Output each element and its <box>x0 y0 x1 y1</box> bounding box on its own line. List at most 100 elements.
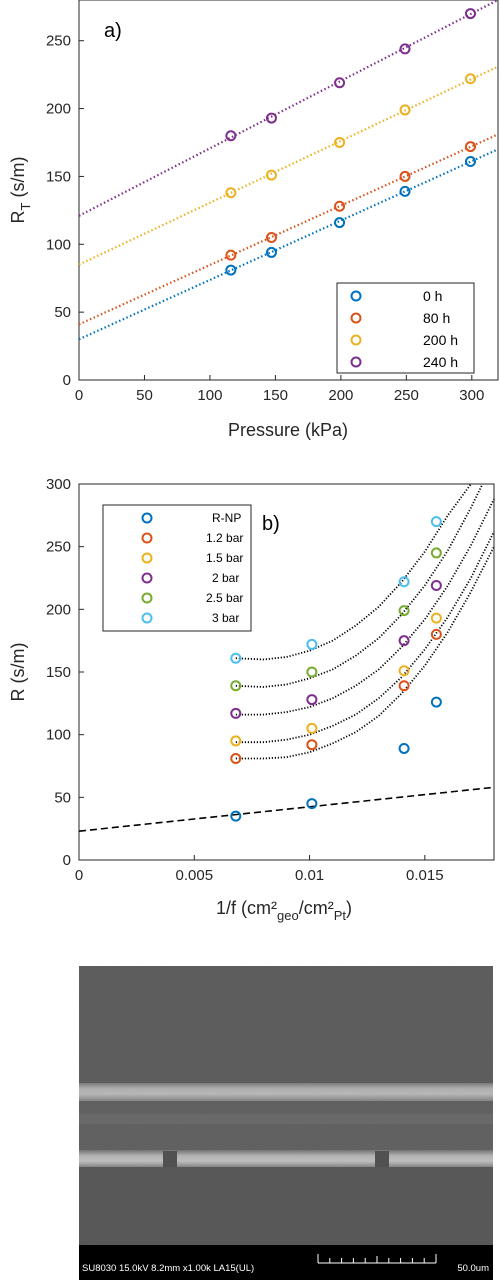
data-point <box>398 605 410 617</box>
data-point <box>265 112 277 124</box>
x-tick-label: 150 <box>263 387 288 404</box>
data-point <box>230 752 242 764</box>
chart-b-legend: R-NP 1.2 bar 1.5 bar 2 bar 2.5 bar 3 bar <box>102 504 252 632</box>
chart-a-legend: 0 h 80 h 200 h 240 h <box>336 282 475 374</box>
chart-b-panel-label: b) <box>262 513 280 535</box>
chart-b-axes: 0 0.005 0.01 0.015 0 50 100 150 200 250 300 <box>46 476 444 884</box>
legend-label-80h: 80 h <box>423 310 450 326</box>
data-point <box>225 130 237 142</box>
data-point <box>306 666 318 678</box>
y-tick-label: 150 <box>46 168 71 185</box>
x-tick-label: 250 <box>394 387 419 404</box>
x-tick-label: 0.005 <box>176 867 214 884</box>
legend-label-2-5-bar: 2.5 bar <box>206 591 243 605</box>
data-point <box>334 77 346 89</box>
data-point <box>399 104 411 116</box>
data-point <box>230 680 242 692</box>
data-point <box>265 246 277 258</box>
fit-curve-2 <box>235 498 495 716</box>
data-point <box>306 694 318 706</box>
data-point <box>465 73 477 85</box>
fit-line-2 <box>78 65 499 266</box>
data-point <box>334 200 346 212</box>
data-point <box>265 232 277 243</box>
chart-a-y-axis-label: RT (s/m) <box>8 157 33 224</box>
x-tick-label: 0 <box>75 387 83 404</box>
legend-marker-2-5-bar <box>141 592 153 604</box>
y-tick-label: 0 <box>63 852 71 869</box>
chart-b-x-label-mid: /cm² <box>299 898 334 918</box>
legend-marker-80h <box>350 312 362 324</box>
legend-label-1-2-bar: 1.2 bar <box>206 531 243 545</box>
data-point <box>465 156 477 167</box>
data-point <box>430 547 442 559</box>
chart-b-y-axis-label: R (s/m) <box>8 643 28 702</box>
fit-curve-0 <box>235 546 495 760</box>
x-tick-label: 200 <box>328 387 353 404</box>
data-point <box>430 628 442 640</box>
chart-a-y-label-sub: T <box>18 202 33 210</box>
y-tick-label: 0 <box>63 372 71 389</box>
data-point <box>398 576 410 588</box>
x-tick-label: 0.015 <box>406 867 444 884</box>
legend-label-r-np: R-NP <box>212 511 241 525</box>
data-point <box>306 798 318 810</box>
chart-a-x-axis-label: Pressure (kPa) <box>228 420 348 440</box>
y-tick-label: 150 <box>46 664 71 681</box>
legend-marker-2-bar <box>141 572 153 584</box>
data-point <box>265 169 277 181</box>
fit-line-1 <box>78 133 499 326</box>
x-tick-label: 300 <box>459 387 484 404</box>
data-point <box>430 696 442 708</box>
fit-curve-4 <box>235 483 472 661</box>
data-point <box>430 516 442 528</box>
y-tick-label: 300 <box>46 476 71 493</box>
sem-scale-label: 50.0um <box>457 1263 489 1274</box>
sem-scale-bar <box>317 1254 437 1264</box>
legend-marker-1-2-bar <box>141 532 153 544</box>
legend-label-200h: 200 h <box>423 332 458 348</box>
data-point <box>398 665 410 677</box>
data-point <box>230 810 242 822</box>
chart-b-x-label-sub2: Pt <box>334 908 347 923</box>
legend-marker-0h <box>350 290 362 302</box>
y-tick-label: 250 <box>46 539 71 556</box>
legend-marker-200h <box>350 334 362 346</box>
fit-curve-1 <box>235 531 495 744</box>
legend-label-0h: 0 h <box>423 288 442 304</box>
data-point <box>306 739 318 751</box>
legend-marker-1-5-bar <box>141 552 153 564</box>
data-point <box>306 722 318 734</box>
sem-info-text: SU8030 15.0kV 8.2mm x1.00k LA15(UL) <box>82 1263 254 1274</box>
chart-b-legend-box <box>102 504 252 632</box>
data-point <box>398 635 410 647</box>
legend-label-3-bar: 3 bar <box>212 611 239 625</box>
chart-b-x-label-sub1: geo <box>277 908 299 923</box>
sem-micrograph: SU8030 15.0kV 8.2mm x1.00k LA15(UL) 50.0… <box>79 966 493 1280</box>
y-tick-label: 50 <box>54 789 71 806</box>
y-tick-label: 100 <box>46 727 71 744</box>
x-tick-label: 0 <box>75 867 83 884</box>
data-point <box>230 735 242 747</box>
data-point <box>430 580 442 592</box>
data-point <box>465 141 477 153</box>
chart-b-x-label-prefix: 1/f (cm² <box>216 898 277 918</box>
y-tick-label: 50 <box>54 304 71 321</box>
chart-a: 0 50 100 150 200 250 300 0 50 100 150 200 250 a) Pre… <box>8 0 499 440</box>
chart-b-x-label-suffix: ) <box>346 898 352 918</box>
y-tick-label: 200 <box>46 101 71 118</box>
data-point <box>399 170 411 182</box>
chart-b-fit-curves <box>78 483 495 832</box>
x-tick-label: 50 <box>136 387 153 404</box>
data-point <box>225 249 237 261</box>
data-point <box>306 638 318 650</box>
chart-a-y-label-unit: (s/m) <box>8 157 28 203</box>
legend-marker-r-np <box>141 512 153 524</box>
data-point <box>334 137 346 148</box>
y-tick-label: 100 <box>46 236 71 253</box>
chart-a-panel-label: a) <box>104 20 122 42</box>
data-point <box>465 8 477 20</box>
data-point <box>399 185 411 197</box>
chart-a-axes: 0 50 100 150 200 250 300 0 50 100 150 200 250 <box>46 33 484 404</box>
sem-noise-overlay <box>79 966 493 1245</box>
